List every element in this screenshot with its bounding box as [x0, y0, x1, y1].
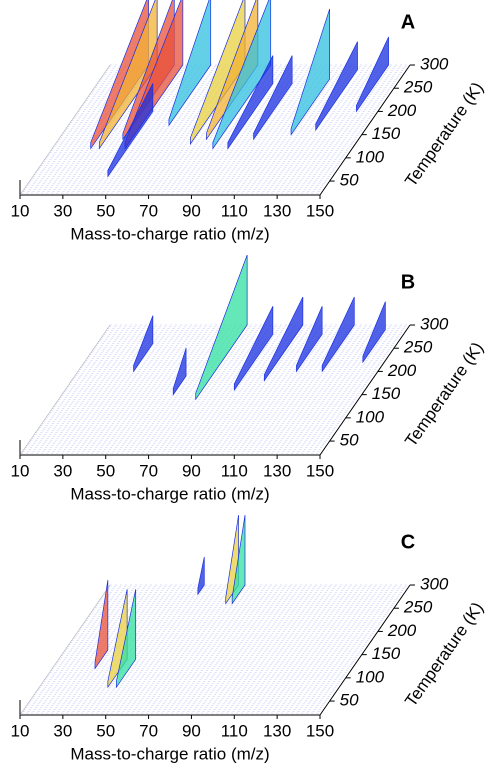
- x-tick-label: 130: [263, 201, 291, 220]
- x-tick-label: 150: [306, 201, 334, 220]
- panel: 10 30 50 70 90 110 130 150 Mass-to-charge ratio …: [11, 514, 487, 763]
- y-tick-label: 150: [372, 124, 401, 143]
- peak: [168, 0, 212, 127]
- y-axis: [319, 324, 411, 456]
- x-tick-label: 70: [139, 201, 158, 220]
- x-axis-title: Mass-to-charge ratio (m/z): [70, 224, 269, 243]
- panel-label: B: [401, 271, 415, 293]
- x-tick-label: 70: [139, 461, 158, 480]
- x-tick-label: 30: [53, 461, 72, 480]
- y-tick-label: 200: [387, 101, 417, 120]
- y-tick-label: 150: [372, 384, 401, 403]
- x-tick-label: 150: [306, 721, 334, 740]
- y-tick-label: 100: [356, 147, 385, 166]
- x-tick-label: 10: [11, 461, 30, 480]
- y-tick-label: 200: [387, 361, 417, 380]
- peak: [195, 254, 248, 401]
- back-edge: [19, 64, 111, 196]
- panel: 10 30 50 70 90 110 130 150 Mass-to-charge ratio …: [11, 0, 487, 243]
- x-tick-label: 130: [263, 721, 291, 740]
- x-axis-title: Mass-to-charge ratio (m/z): [70, 744, 269, 763]
- x-axis-title: Mass-to-charge ratio (m/z): [70, 484, 269, 503]
- y-tick-label: 300: [420, 314, 449, 333]
- peak: [212, 0, 272, 150]
- y-tick-label: 50: [340, 431, 359, 450]
- back-edge: [19, 324, 111, 456]
- x-tick-label: 130: [263, 461, 291, 480]
- x-tick-label: 90: [182, 721, 201, 740]
- x-tick-label: 110: [221, 721, 248, 740]
- x-tick-label: 110: [221, 461, 248, 480]
- peak: [197, 556, 205, 596]
- peak: [133, 315, 154, 373]
- y-tick-label: 250: [403, 78, 433, 97]
- x-tick-label: 50: [96, 461, 115, 480]
- x-tick-label: 70: [139, 721, 158, 740]
- y-tick-label: 300: [420, 574, 449, 593]
- x-tick-label: 50: [96, 721, 115, 740]
- peak: [356, 36, 389, 113]
- x-tick-label: 10: [11, 721, 30, 740]
- peak: [172, 347, 187, 396]
- peak: [290, 8, 330, 136]
- y-tick-label: 150: [372, 644, 401, 663]
- peak: [116, 589, 137, 689]
- peak: [107, 83, 154, 178]
- y-axis: [319, 584, 411, 716]
- peak: [321, 296, 355, 373]
- peak: [233, 306, 274, 392]
- peak: [263, 296, 304, 382]
- panel: 10 30 50 70 90 110 130 150 Mass-to-charge ratio …: [11, 254, 487, 503]
- x-tick-label: 50: [96, 201, 115, 220]
- y-tick-label: 200: [387, 621, 417, 640]
- x-tick-label: 30: [53, 721, 72, 740]
- panel-label: C: [401, 531, 415, 553]
- peak: [296, 306, 323, 373]
- peak: [362, 301, 386, 364]
- peak: [94, 579, 109, 670]
- y-axis: [319, 64, 411, 196]
- back-edge: [19, 584, 111, 716]
- x-tick-label: 90: [182, 461, 201, 480]
- x-tick-label: 90: [182, 201, 201, 220]
- x-tick-label: 150: [306, 461, 334, 480]
- y-tick-label: 300: [420, 54, 449, 73]
- y-tick-label: 250: [403, 598, 433, 617]
- y-tick-label: 50: [340, 691, 359, 710]
- peak: [253, 55, 293, 141]
- peak: [231, 514, 246, 605]
- x-tick-label: 10: [11, 201, 30, 220]
- y-tick-label: 50: [340, 171, 359, 190]
- y-tick-label: 100: [356, 407, 385, 426]
- peak: [227, 55, 274, 150]
- x-tick-label: 110: [221, 201, 248, 220]
- peak: [315, 41, 358, 132]
- y-tick-label: 250: [403, 338, 433, 357]
- panel-label: A: [401, 11, 415, 33]
- x-tick-label: 30: [53, 201, 72, 220]
- y-tick-label: 100: [356, 667, 385, 686]
